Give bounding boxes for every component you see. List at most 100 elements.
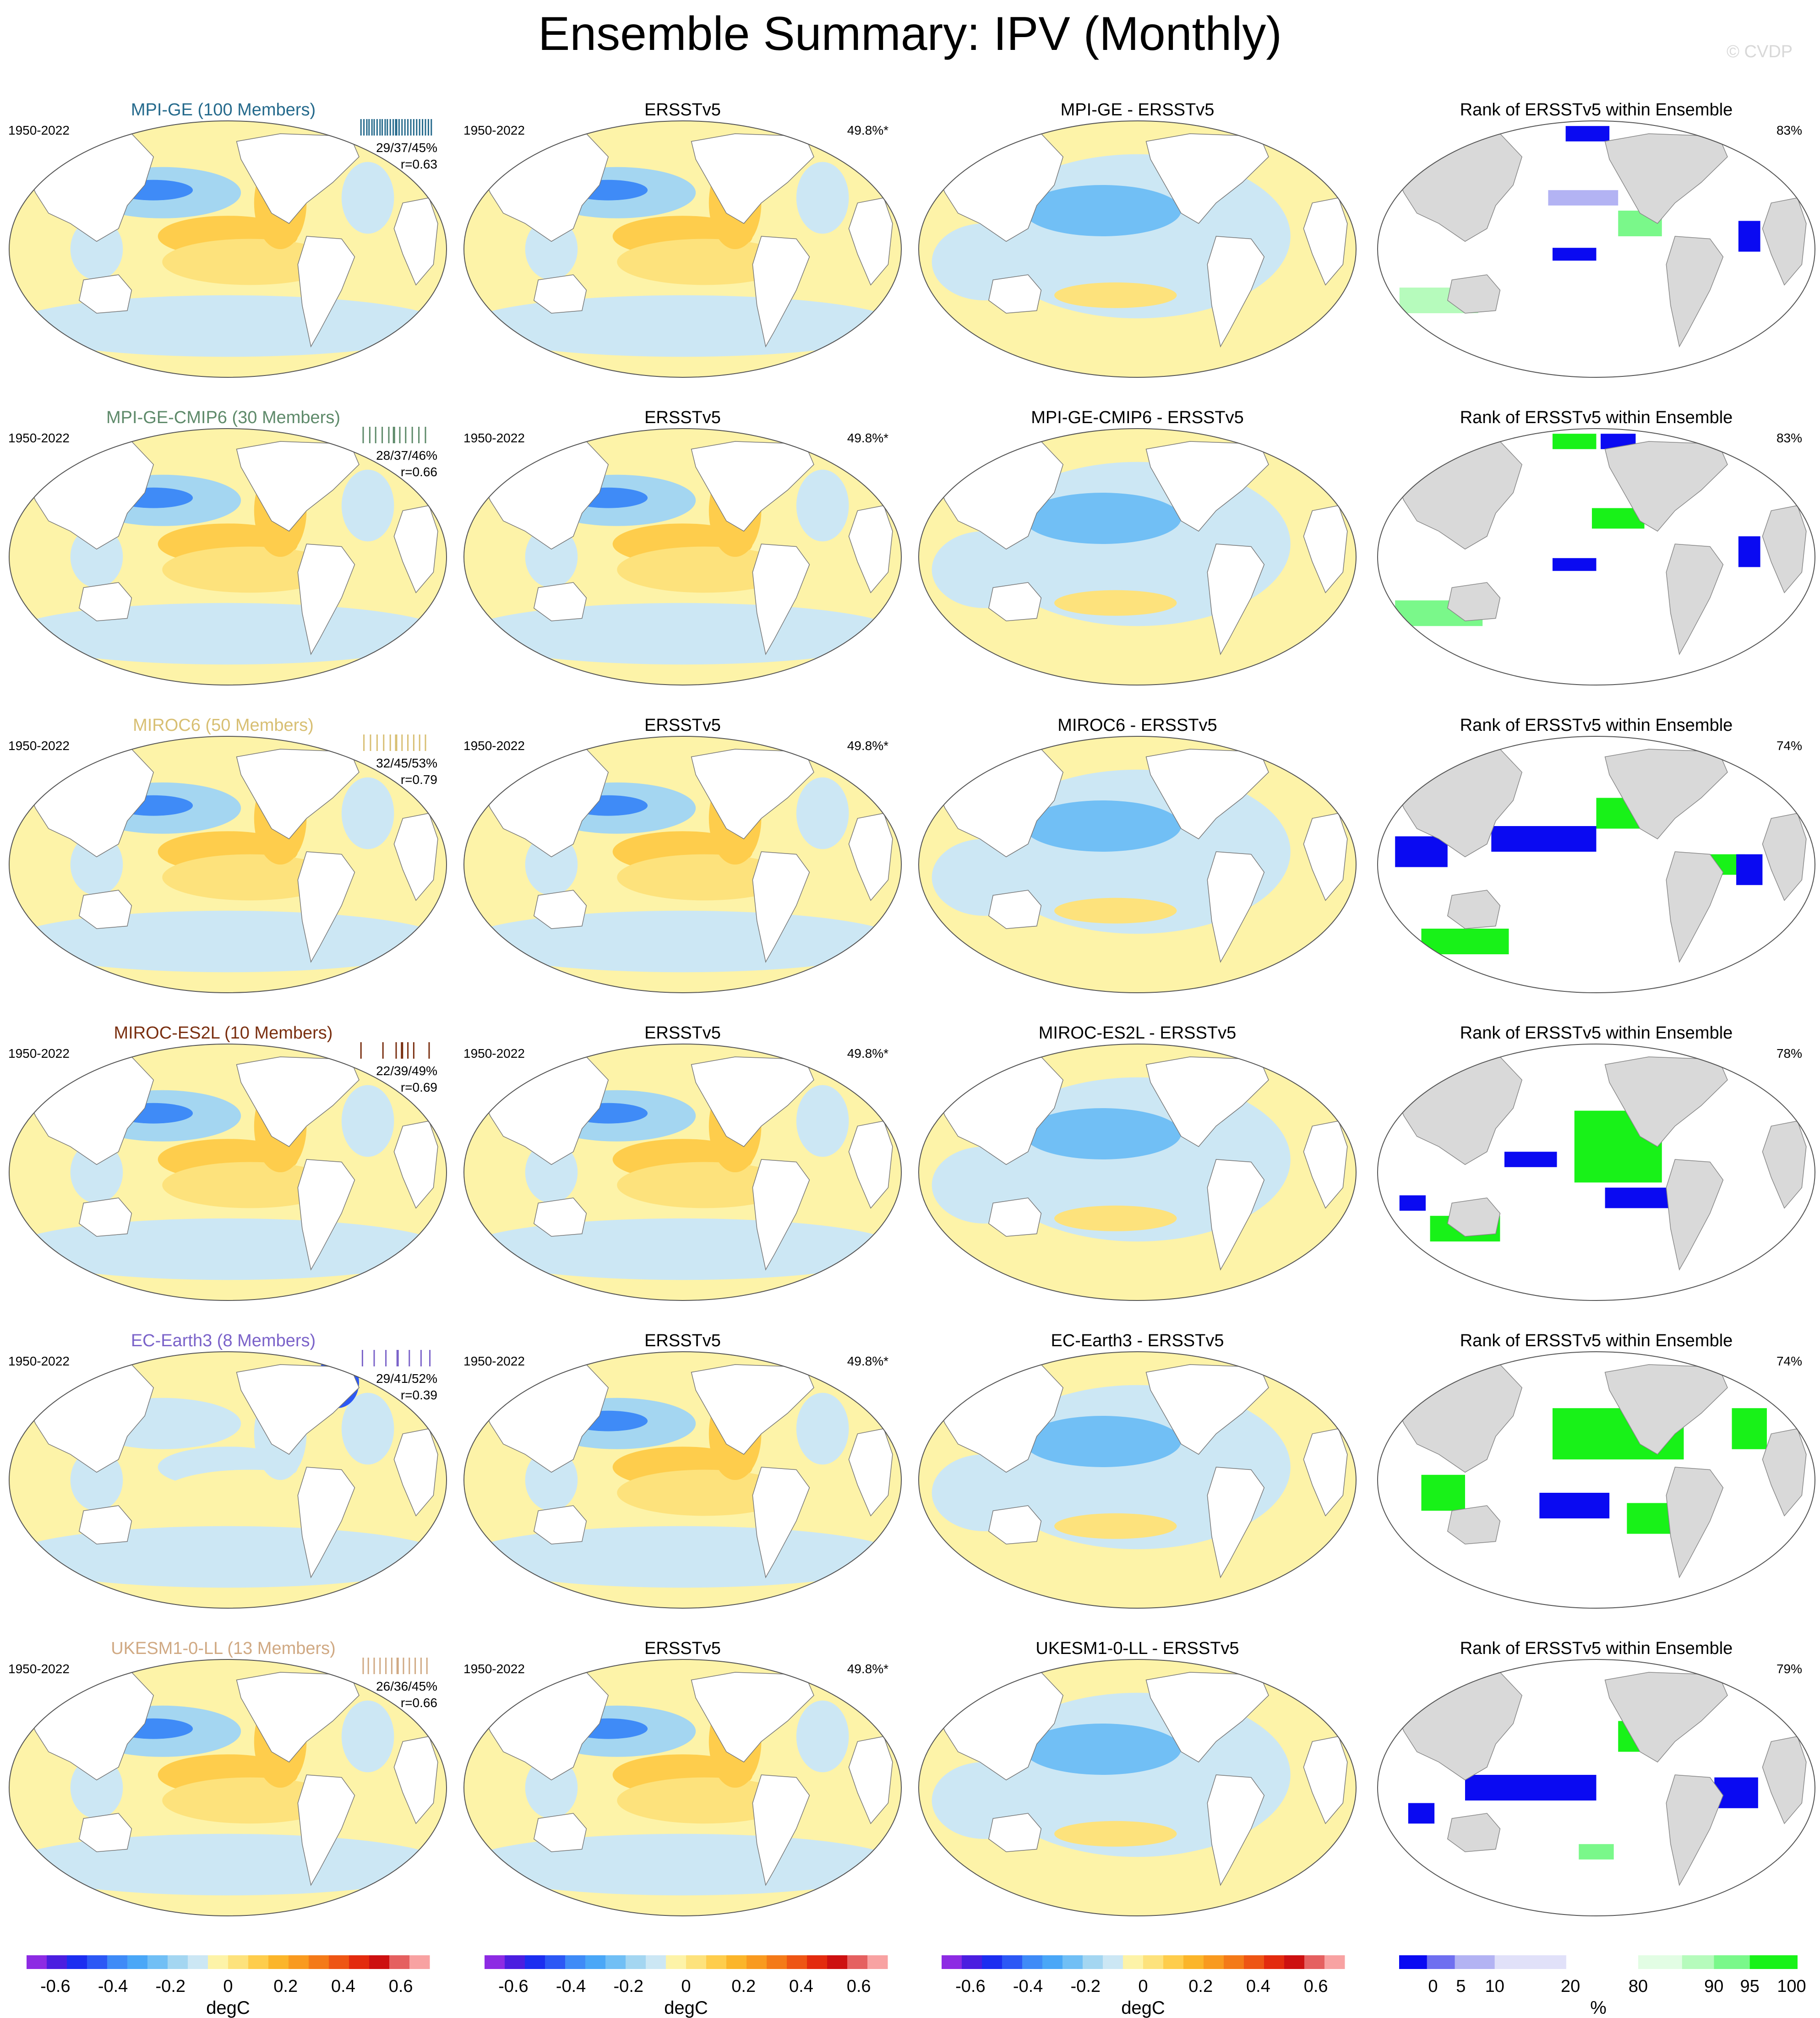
colorbar-swatch — [1042, 1955, 1063, 1969]
colorbar-tick-label: 0 — [223, 1977, 233, 1996]
rank-field — [1378, 429, 1815, 685]
panel-diff: MIROC-ES2L - ERSSTv5 — [918, 1023, 1357, 1301]
land-greenland — [1259, 743, 1296, 762]
anomaly-region — [1024, 493, 1182, 544]
temp-colorbar: -0.6 -0.4 -0.2 0 0.2 0.4 0.6 degC — [942, 1955, 1345, 2018]
land-samerica — [752, 1774, 810, 1886]
colorbar-swatch — [1324, 1955, 1345, 1969]
colorbar-swatch — [107, 1955, 128, 1969]
map-border — [918, 120, 1357, 378]
land-namerica — [1604, 749, 1728, 839]
map-field — [9, 1044, 447, 1300]
land-greenland — [804, 1051, 841, 1070]
colorbar-swatch — [807, 1955, 828, 1969]
stats-label: 29/37/45% — [376, 141, 437, 155]
map-field — [464, 429, 901, 685]
colorbar-swatch — [1427, 1955, 1455, 1969]
colorbar-swatch — [706, 1955, 727, 1969]
colorbar-units: degC — [664, 1998, 708, 2018]
colorbar-tick-label: 0.4 — [789, 1977, 813, 1996]
land-greenland — [1718, 1051, 1755, 1070]
rank-title: Rank of ERSSTv5 within Ensemble — [1460, 716, 1733, 735]
panel-model-MPI-GE: MPI-GE (100 Members) 1950-2022 29/37/45% r=… — [8, 100, 447, 378]
anomaly-region — [617, 1777, 792, 1824]
land-namerica — [236, 1364, 360, 1455]
land-australia — [1447, 274, 1501, 314]
panel-rank: Rank of ERSSTv5 within Ensemble 78% — [1377, 1023, 1815, 1301]
colorbar-swatch — [147, 1955, 168, 1969]
land-australia — [1447, 582, 1501, 621]
colorbar-swatch — [289, 1955, 309, 1969]
land-africa — [848, 1428, 893, 1517]
map-border — [9, 120, 447, 378]
rank-pct-label: 83% — [1776, 431, 1802, 445]
copyright-watermark: © CVDP — [1727, 42, 1793, 61]
panel-diff: EC-Earth3 - ERSSTv5 — [918, 1331, 1357, 1609]
land-samerica — [1666, 236, 1724, 348]
colorbar-tick-label: -0.4 — [98, 1977, 128, 1996]
panel-diff: MIROC6 - ERSSTv5 — [918, 716, 1357, 993]
rank-region — [1714, 1777, 1758, 1808]
map-border — [9, 736, 447, 993]
anomaly-region — [464, 295, 901, 357]
anomaly-region — [341, 1085, 394, 1157]
land-africa — [1303, 1121, 1348, 1209]
colorbar-swatch — [369, 1955, 390, 1969]
period-label: 1950-2022 — [8, 739, 70, 753]
rank-pct-label: 83% — [1776, 123, 1802, 137]
land-samerica — [1207, 1159, 1265, 1271]
map-field — [919, 1352, 1356, 1608]
map-border — [918, 1351, 1357, 1609]
colorbar-swatch — [1264, 1955, 1285, 1969]
period-label: 1950-2022 — [463, 431, 525, 445]
land-africa — [1303, 197, 1348, 286]
colorbar-swatch — [1083, 1955, 1103, 1969]
land-namerica — [1604, 1056, 1728, 1147]
panel-rank: Rank of ERSSTv5 within Ensemble 83% — [1377, 408, 1815, 685]
colorbar-tick-label: -0.6 — [40, 1977, 70, 1996]
land-australia — [78, 274, 132, 314]
land-greenland — [804, 743, 841, 762]
rank-field — [1378, 1659, 1815, 1916]
rank-region — [1627, 1503, 1671, 1534]
rank-region — [1399, 1195, 1426, 1211]
land-australia — [988, 582, 1042, 621]
map-border — [1377, 1659, 1815, 1916]
land-namerica — [691, 441, 814, 532]
obs-pct-label: 49.8%* — [847, 739, 888, 753]
colorbar-swatch — [349, 1955, 370, 1969]
obs-title: ERSSTv5 — [644, 1639, 721, 1658]
colorbar-swatch — [747, 1955, 767, 1969]
rank-region — [1408, 1803, 1435, 1824]
rank-region — [1605, 1187, 1675, 1208]
colorbar-tick-label: 20 — [1561, 1977, 1580, 1996]
land-namerica — [236, 749, 360, 839]
map-field — [919, 121, 1356, 377]
panel-rank: Rank of ERSSTv5 within Ensemble 74% — [1377, 1331, 1815, 1609]
rank-region — [1565, 126, 1610, 141]
land-australia — [533, 1505, 587, 1545]
colorbar-tick-label: 5 — [1456, 1977, 1466, 1996]
colorbar-swatch — [505, 1955, 525, 1969]
land-australia — [1447, 890, 1501, 929]
anomaly-region — [1054, 590, 1177, 616]
map-field — [464, 1044, 901, 1300]
land-australia — [1447, 1813, 1501, 1852]
land-samerica — [752, 236, 810, 348]
colorbar-tick-label: 10 — [1485, 1977, 1504, 1996]
anomaly-region — [796, 1700, 849, 1773]
land-australia — [988, 274, 1042, 314]
page-title: Ensemble Summary: IPV (Monthly) — [538, 7, 1282, 60]
rank-region — [1421, 929, 1509, 954]
obs-title: ERSSTv5 — [644, 1331, 721, 1350]
land-australia — [533, 582, 587, 621]
land-greenland — [1259, 435, 1296, 455]
model-title: MIROC-ES2L (10 Members) — [114, 1023, 333, 1043]
colorbar-swatch — [646, 1955, 666, 1969]
map-border — [1377, 120, 1815, 378]
colorbar-swatch — [1284, 1955, 1305, 1969]
map-border — [1377, 428, 1815, 685]
panel-rank: Rank of ERSSTv5 within Ensemble 83% — [1377, 100, 1815, 378]
stats-label: 22/39/49% — [376, 1064, 437, 1078]
rank-region — [1504, 1152, 1557, 1167]
